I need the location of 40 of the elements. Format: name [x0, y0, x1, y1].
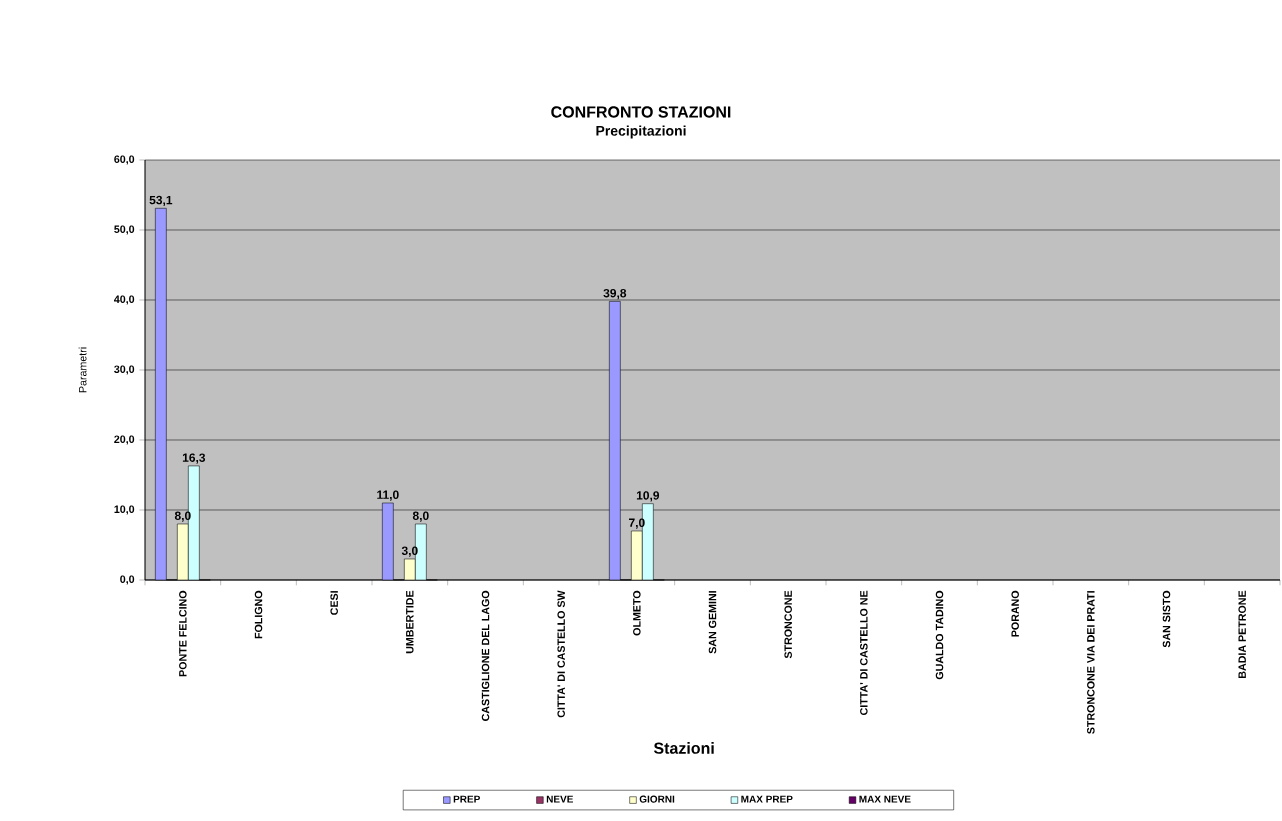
- x-tick-label: SAN GEMINI: [708, 591, 717, 654]
- x-tick-label: UMBERTIDE: [406, 590, 414, 654]
- x-tick-label: GUALDO TADINO: [935, 590, 944, 680]
- x-tick-label: CESI: [330, 591, 338, 615]
- legend-label: MAX NEVE: [859, 795, 911, 803]
- x-tick-label: PONTE FELCINO: [179, 590, 187, 677]
- data-label: 16,3: [182, 453, 206, 464]
- data-label: 3,0: [401, 546, 418, 557]
- legend-label: NEVE: [546, 795, 574, 803]
- y-tick-label: 50,0: [114, 225, 135, 235]
- x-tick-label: CASTIGLIONE DEL LAGO: [481, 590, 490, 721]
- x-tick-label: OLMETO: [633, 590, 641, 636]
- y-tick-label: 10,0: [114, 505, 135, 515]
- y-tick-label: 30,0: [114, 365, 135, 375]
- data-label: 8,0: [174, 511, 191, 522]
- data-label: 8,0: [412, 511, 429, 522]
- y-tick-label: 0,0: [120, 575, 135, 585]
- x-tick-label: PORANO: [1011, 590, 1019, 637]
- x-tick-label: FOLIGNO: [254, 590, 263, 639]
- x-tick-label: STRONCONE: [784, 590, 792, 659]
- data-label: 7,0: [629, 518, 645, 529]
- legend-label: PREP: [453, 795, 480, 803]
- y-axis-title: Parametri: [78, 347, 87, 393]
- y-tick-label: 20,0: [114, 435, 135, 445]
- data-label: 11,0: [377, 490, 399, 501]
- data-label: 39,8: [603, 288, 627, 300]
- y-tick-label: 60,0: [114, 155, 135, 165]
- legend-label: GIORNI: [639, 795, 675, 803]
- x-tick-label: STRONCONE VIA DEI PRATI: [1087, 591, 1095, 734]
- x-axis-title: Stazioni: [653, 742, 714, 754]
- legend-label: MAX PREP: [741, 795, 793, 803]
- chart-title: CONFRONTO STAZIONI: [551, 106, 731, 118]
- data-label: 10,9: [636, 491, 660, 502]
- x-tick-label: CITTA' DI CASTELLO NE: [860, 590, 868, 715]
- y-tick-label: 40,0: [114, 295, 135, 305]
- x-tick-label: SAN SISTO: [1162, 590, 1171, 648]
- x-tick-label: BADIA PETRONE: [1238, 590, 1246, 678]
- chart-subtitle: Precipitazioni: [596, 125, 686, 139]
- data-label: 53,1: [149, 195, 173, 207]
- x-tick-label: CITTA' DI CASTELLO SW: [557, 590, 565, 718]
